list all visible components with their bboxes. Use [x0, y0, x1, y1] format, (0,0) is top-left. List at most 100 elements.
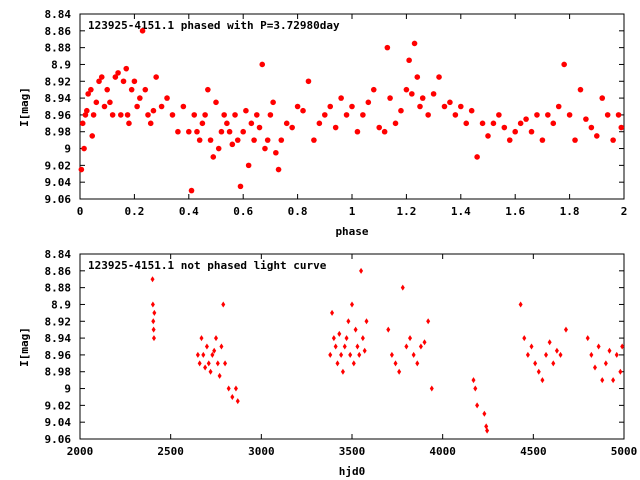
- phased-data-point: [118, 112, 124, 118]
- raw-plot-panel: 123925-4151.1 not phased light curve hjd…: [18, 248, 637, 478]
- raw-data-point: [212, 347, 217, 354]
- raw-data-point: [418, 343, 423, 350]
- phased-data-point: [349, 103, 355, 110]
- phased-data-point: [485, 133, 491, 139]
- phased-data-point: [555, 103, 562, 110]
- phased-data-point: [115, 70, 121, 76]
- raw-data-point: [529, 343, 534, 350]
- raw-data-point: [471, 377, 476, 384]
- phased-data-point: [169, 112, 176, 118]
- raw-data-point: [389, 351, 394, 358]
- phased-data-point: [202, 112, 208, 118]
- raw-data-point: [195, 351, 200, 358]
- raw-data-point: [203, 364, 208, 371]
- phased-data-point: [419, 95, 426, 101]
- phased-data-point: [88, 86, 94, 93]
- raw-data-point: [482, 410, 487, 417]
- phased-data-point: [474, 154, 480, 160]
- raw-data-point: [150, 301, 155, 308]
- phased-data-point: [234, 137, 241, 143]
- raw-data-point: [415, 360, 420, 367]
- phased-data-point: [150, 107, 157, 114]
- phased-y-axis-label: I[mag]: [18, 87, 31, 127]
- phased-data-point: [78, 166, 85, 173]
- phased-data-point: [273, 149, 279, 156]
- phased-data-point: [79, 120, 86, 127]
- raw-y-tick-label: 8.94: [45, 332, 72, 345]
- phased-data-point: [218, 128, 225, 135]
- phased-data-point: [463, 120, 470, 127]
- phased-data-point: [142, 86, 149, 93]
- phased-data-point: [126, 120, 132, 127]
- phased-data-point: [107, 99, 113, 106]
- phased-data-point: [199, 120, 206, 127]
- raw-x-tick-label: 2500: [157, 445, 184, 458]
- phased-data-point: [207, 137, 214, 143]
- raw-data-point: [346, 318, 351, 325]
- phased-data-point: [232, 112, 238, 118]
- raw-data-point: [351, 360, 356, 367]
- raw-data-point: [429, 385, 434, 392]
- phased-data-point: [243, 107, 249, 114]
- raw-x-tick-label: 2000: [67, 445, 94, 458]
- raw-x-tick-label: 4000: [429, 445, 456, 458]
- raw-data-point: [214, 335, 218, 342]
- phased-data-point: [267, 112, 274, 118]
- phased-x-tick-label: 0.8: [288, 205, 308, 218]
- raw-data-point: [359, 267, 364, 274]
- phased-data-point: [452, 112, 459, 118]
- raw-data-point: [348, 351, 353, 358]
- phased-data-point: [98, 74, 105, 80]
- phased-data-point: [561, 61, 567, 68]
- phased-data-point: [528, 128, 535, 135]
- phased-data-point: [96, 78, 102, 85]
- phased-x-tick-label: 1.2: [396, 205, 416, 218]
- raw-data-point: [199, 335, 204, 342]
- raw-data-point: [614, 351, 619, 358]
- raw-data-point: [473, 385, 478, 392]
- phased-data-point: [210, 154, 217, 160]
- phased-data-point: [381, 128, 388, 135]
- phased-data-point: [93, 99, 100, 106]
- phased-data-point: [104, 86, 110, 93]
- phased-data-point: [221, 112, 227, 118]
- phased-data-point: [101, 103, 108, 110]
- phased-y-tick-label: 8.98: [45, 126, 72, 139]
- phased-data-point: [398, 107, 404, 114]
- raw-data-point: [426, 318, 431, 325]
- raw-data-point: [533, 360, 538, 367]
- raw-data-point: [600, 377, 605, 384]
- phased-data-point: [338, 95, 344, 101]
- raw-data-point: [620, 343, 625, 350]
- raw-y-tick-label: 8.92: [45, 315, 72, 328]
- phased-data-point: [403, 86, 410, 93]
- phased-data-point: [158, 103, 165, 110]
- raw-data-point: [547, 339, 552, 346]
- phased-data-point: [365, 99, 372, 106]
- raw-y-tick-label: 9: [64, 383, 71, 396]
- phased-data-point: [275, 166, 282, 173]
- phased-data-point: [332, 124, 339, 131]
- phased-data-point: [370, 86, 377, 93]
- phased-data-point: [468, 107, 475, 114]
- raw-data-point: [353, 326, 358, 333]
- phased-x-axis-label: phase: [335, 225, 368, 238]
- phased-y-ticks: 8.84 8.86 8.88 8.9 8.92 8.94 8.96 8.98 9 9.02 9.04…: [45, 8, 624, 206]
- phased-x-tick-label: 1: [349, 205, 356, 218]
- phased-data-point: [120, 78, 127, 85]
- raw-data-point: [219, 343, 224, 350]
- phased-x-tick-label: 0.2: [124, 205, 144, 218]
- phased-data-point: [134, 103, 140, 110]
- raw-x-ticks: 2000 2500 3000 3500 4000 4500 5000: [67, 254, 637, 458]
- raw-data-point: [344, 335, 349, 342]
- raw-data-point: [400, 284, 405, 291]
- raw-data-point: [233, 385, 238, 392]
- phased-data-point: [81, 145, 87, 152]
- raw-plot-frame: [79, 253, 625, 440]
- phased-data-point: [354, 128, 361, 135]
- phased-data-point: [188, 187, 195, 194]
- raw-data-point: [340, 368, 345, 375]
- raw-y-tick-label: 9.06: [45, 433, 72, 446]
- phased-y-tick-label: 9.02: [45, 159, 72, 172]
- phased-data-point: [430, 91, 437, 97]
